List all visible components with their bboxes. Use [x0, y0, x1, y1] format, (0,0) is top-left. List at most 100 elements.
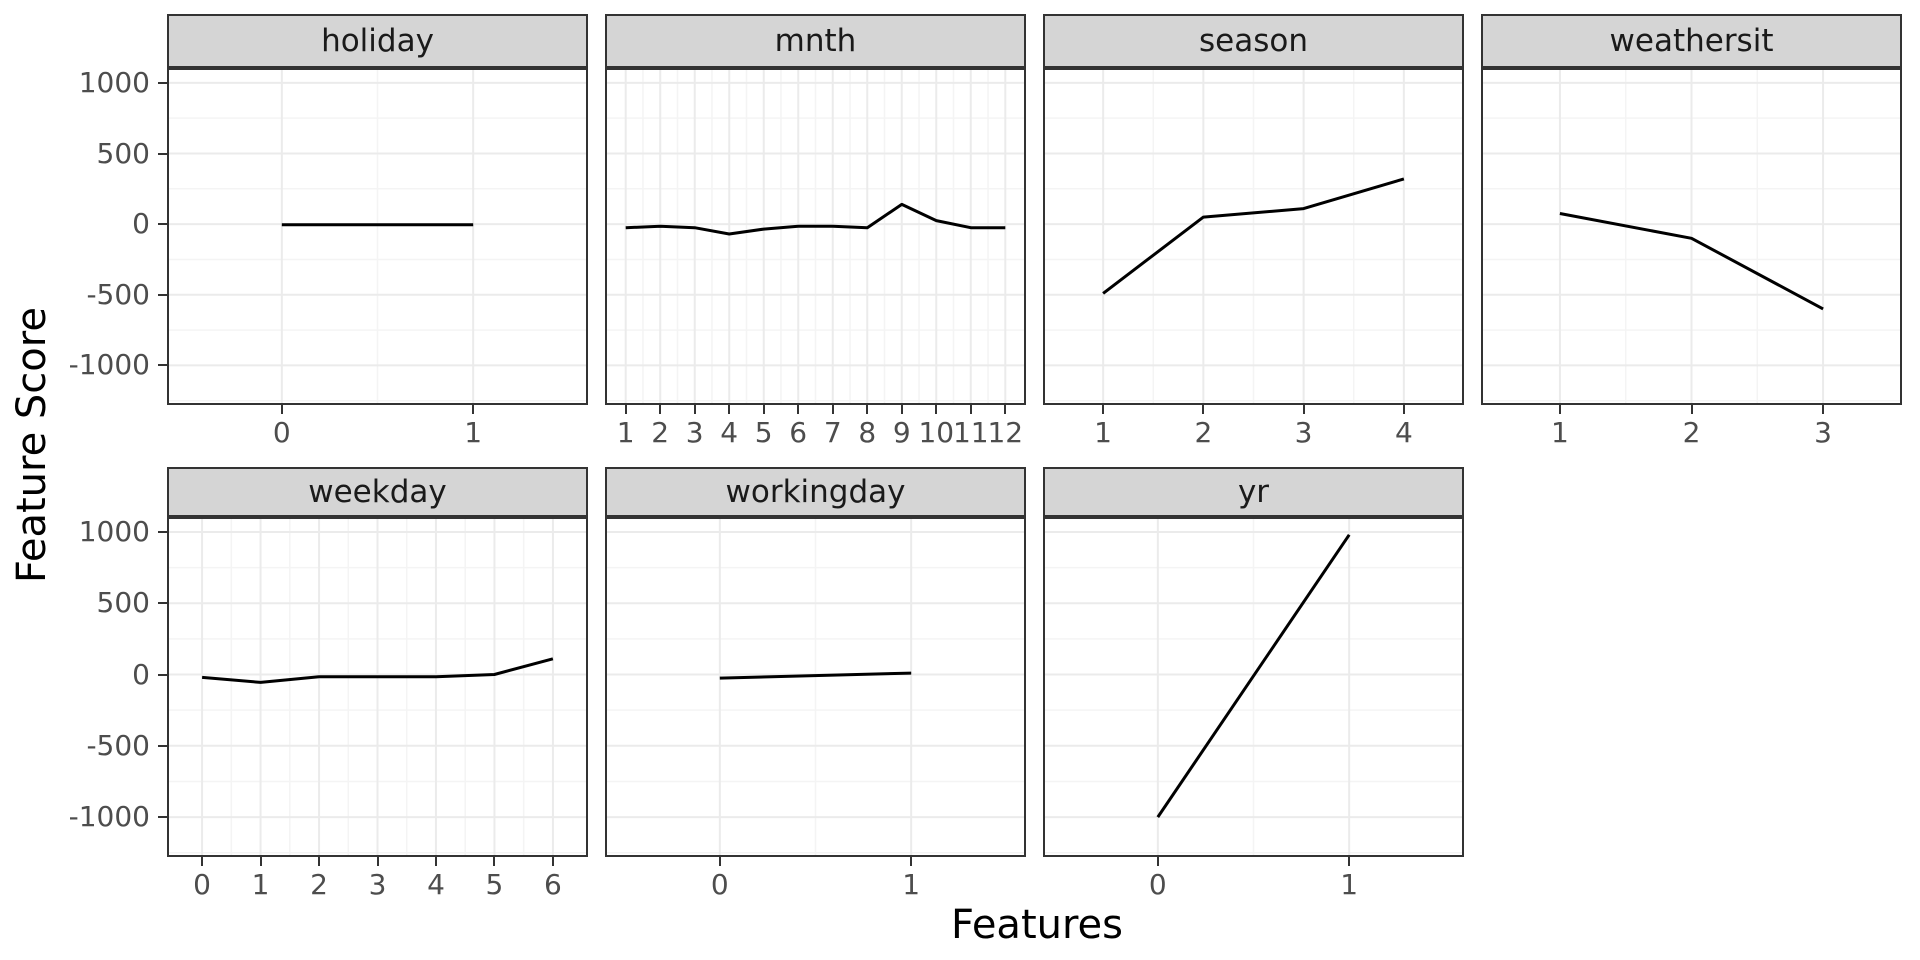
y-tick-mark	[158, 744, 167, 747]
x-tick-label: 4	[427, 868, 445, 901]
x-tick-label: 3	[685, 416, 704, 449]
facet-strip-holiday: holiday	[167, 14, 588, 68]
x-tick-mark	[1102, 405, 1105, 414]
x-tick-mark	[935, 405, 938, 414]
x-tick-mark	[797, 405, 800, 414]
panel-border	[1043, 68, 1464, 405]
x-tick-mark	[1558, 405, 1561, 414]
x-tick-label: 6	[789, 416, 808, 449]
x-tick-label: 6	[543, 868, 562, 901]
x-tick-label: 1	[464, 416, 483, 449]
data-line-yr	[1156, 533, 1351, 818]
y-tick-mark	[158, 293, 167, 296]
x-tick-mark	[201, 857, 204, 866]
x-tick-mark	[866, 405, 869, 414]
x-tick-mark	[1302, 405, 1305, 414]
panel-border	[167, 517, 588, 857]
x-tick-label: 2	[1682, 416, 1701, 449]
facet-strip-label: yr	[1237, 473, 1270, 510]
x-tick-mark	[762, 405, 765, 414]
x-tick-label: 2	[310, 868, 328, 901]
x-tick-label: 10	[918, 416, 955, 449]
y-tick-mark	[158, 602, 167, 605]
x-tick-label: 8	[858, 416, 877, 449]
panel-border	[1481, 68, 1902, 405]
data-line-weekday	[201, 657, 554, 684]
facet-strip-label: season	[1199, 22, 1308, 59]
x-tick-mark	[900, 405, 903, 414]
y-tick-label: -500	[86, 728, 150, 762]
x-tick-mark	[1202, 405, 1205, 414]
facet-strip-label: mnth	[774, 22, 857, 59]
x-tick-mark	[1822, 405, 1825, 414]
facet-panel-yr	[1043, 517, 1464, 857]
facet-strip-label: holiday	[321, 22, 434, 59]
x-tick-label: 4	[1394, 416, 1413, 449]
panel-border	[605, 68, 1026, 405]
y-tick-mark	[158, 152, 167, 155]
x-tick-label: 9	[892, 416, 911, 449]
x-tick-label: 2	[1194, 416, 1213, 449]
x-tick-label: 3	[1294, 416, 1313, 449]
x-tick-label: 7	[823, 416, 842, 449]
y-tick-mark	[158, 364, 167, 367]
y-tick-mark	[158, 81, 167, 84]
x-tick-label: 3	[1814, 416, 1833, 449]
x-tick-label: 0	[272, 416, 291, 449]
x-tick-label: 12	[987, 416, 1024, 449]
y-tick-mark	[158, 223, 167, 226]
x-tick-label: 0	[710, 868, 729, 901]
y-tick-mark	[158, 816, 167, 819]
y-tick-label: 1000	[78, 515, 150, 548]
x-tick-label: 2	[651, 416, 670, 449]
y-tick-label: -500	[86, 277, 150, 311]
y-tick-label: 0	[132, 657, 150, 691]
y-tick-label: -1000	[68, 800, 150, 834]
x-tick-mark	[659, 405, 662, 414]
facet-strip-weekday: weekday	[167, 467, 588, 517]
x-tick-mark	[1004, 405, 1007, 414]
facet-strip-weathersit: weathersit	[1481, 14, 1902, 68]
x-tick-label: 0	[1148, 868, 1167, 901]
x-tick-label: 1	[902, 868, 921, 901]
facet-panel-weekday	[167, 517, 588, 857]
x-tick-mark	[624, 405, 627, 414]
y-tick-label: 500	[96, 586, 150, 620]
facet-panel-mnth	[605, 68, 1026, 405]
x-tick-label: 5	[754, 416, 773, 449]
x-tick-label: 1	[1094, 416, 1113, 449]
x-tick-label: 5	[485, 868, 504, 901]
y-tick-label: 0	[132, 207, 150, 241]
x-tick-mark	[1348, 857, 1351, 866]
x-tick-mark	[318, 857, 320, 866]
x-tick-mark	[693, 405, 696, 414]
x-tick-label: 1	[616, 416, 635, 449]
x-tick-mark	[259, 857, 262, 866]
data-line-workingday	[719, 671, 912, 680]
facet-panel-holiday	[167, 68, 588, 405]
facet-strip-season: season	[1043, 14, 1464, 68]
x-tick-mark	[435, 857, 437, 866]
x-tick-label: 4	[720, 416, 739, 449]
x-tick-mark	[831, 405, 834, 414]
panel-border	[1043, 517, 1464, 857]
x-tick-label: 1	[251, 868, 270, 901]
x-tick-label: 1	[1550, 416, 1569, 449]
x-axis-title: Features	[951, 902, 1123, 948]
facet-strip-mnth: mnth	[605, 14, 1026, 68]
x-tick-mark	[376, 857, 379, 866]
data-line-weathersit	[1559, 212, 1824, 311]
x-tick-mark	[1402, 405, 1405, 414]
y-tick-mark	[158, 673, 167, 676]
panel-border	[167, 68, 588, 405]
x-tick-label: 1	[1340, 868, 1359, 901]
y-tick-label: -1000	[68, 348, 150, 382]
y-tick-mark	[158, 531, 167, 533]
y-tick-label: 1000	[78, 65, 150, 99]
facet-panel-weathersit	[1481, 68, 1902, 405]
facet-panel-workingday	[605, 517, 1026, 857]
x-tick-mark	[728, 405, 731, 414]
panel-border	[605, 517, 1026, 857]
y-tick-label: 500	[96, 136, 150, 170]
